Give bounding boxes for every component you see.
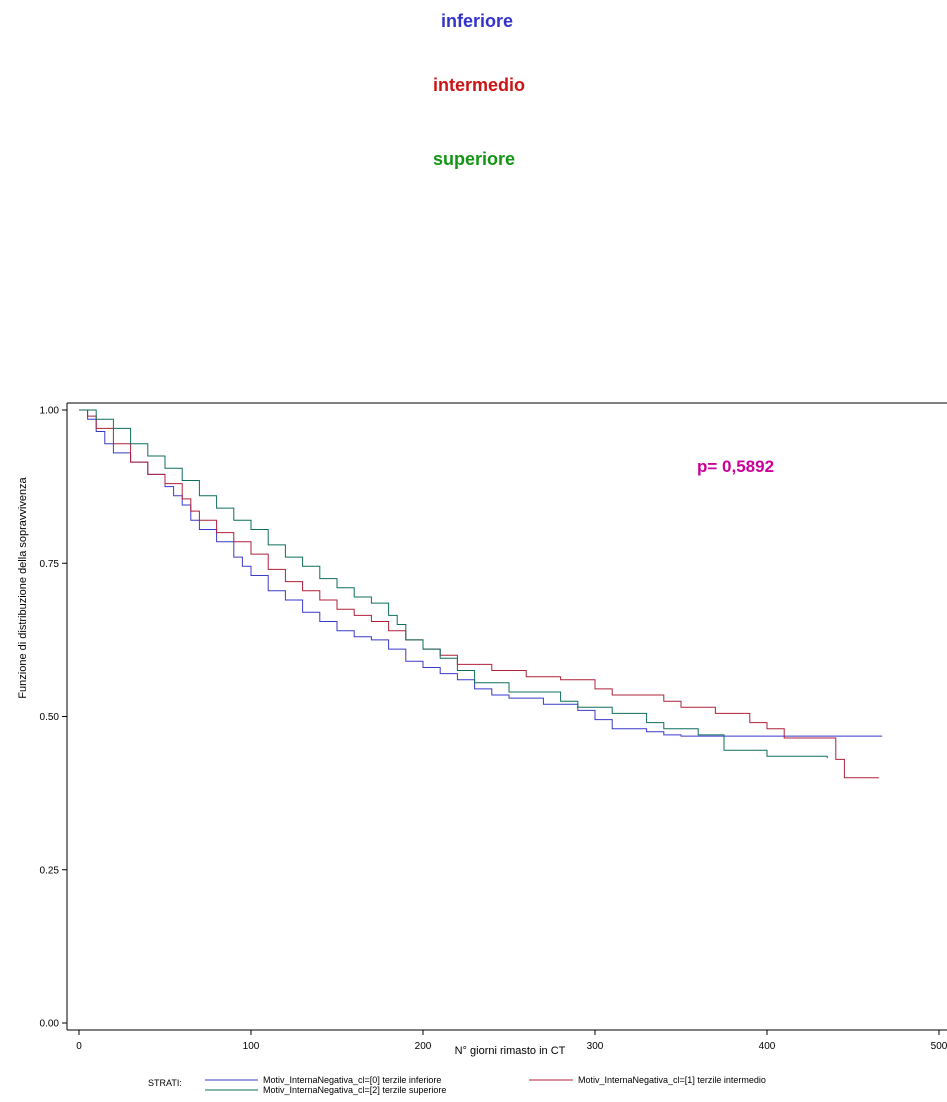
x-tick-label: 0 [76, 1041, 82, 1052]
plot-frame [66, 402, 947, 1031]
legend-title: STRATI: [148, 1078, 182, 1088]
series-line-2 [79, 409, 828, 759]
legend-label-0: Motiv_InternaNegativa_cl=[0] terzile inf… [263, 1075, 441, 1085]
x-tick-label: 300 [587, 1041, 604, 1052]
title-superiore: superiore [433, 149, 516, 169]
y-tick-label: 1.00 [40, 406, 60, 417]
legend-label-1: Motiv_InternaNegativa_cl=[1] terzile int… [578, 1075, 766, 1085]
legend: STRATI: Motiv_InternaNegativa_cl=[0] ter… [148, 1075, 766, 1095]
y-tick-label: 0.75 [40, 559, 60, 570]
y-axis-title: Funzione di distribuzione della sopravvi… [17, 476, 29, 698]
y-tick-label: 0.25 [40, 865, 60, 876]
series-group [79, 409, 883, 779]
title-inferiore: inferiore [441, 11, 514, 31]
series-line-1 [79, 409, 879, 779]
x-tick-label: 100 [243, 1041, 260, 1052]
y-axis: 0.00 0.25 0.50 0.75 1.00 [40, 406, 67, 1030]
x-axis: 0 100 200 300 400 500 [76, 1030, 947, 1052]
title-intermedio: intermedio [433, 75, 526, 95]
x-tick-label: 200 [415, 1041, 432, 1052]
x-tick-label: 500 [931, 1041, 947, 1052]
y-tick-label: 0.00 [40, 1019, 60, 1030]
x-axis-title: N° giorni rimasto in CT [455, 1045, 566, 1057]
legend-label-2: Motiv_InternaNegativa_cl=[2] terzile sup… [263, 1085, 446, 1095]
y-tick-label: 0.50 [40, 712, 60, 723]
x-tick-label: 400 [759, 1041, 776, 1052]
p-value-annotation: p= 0,5892 [697, 457, 774, 476]
